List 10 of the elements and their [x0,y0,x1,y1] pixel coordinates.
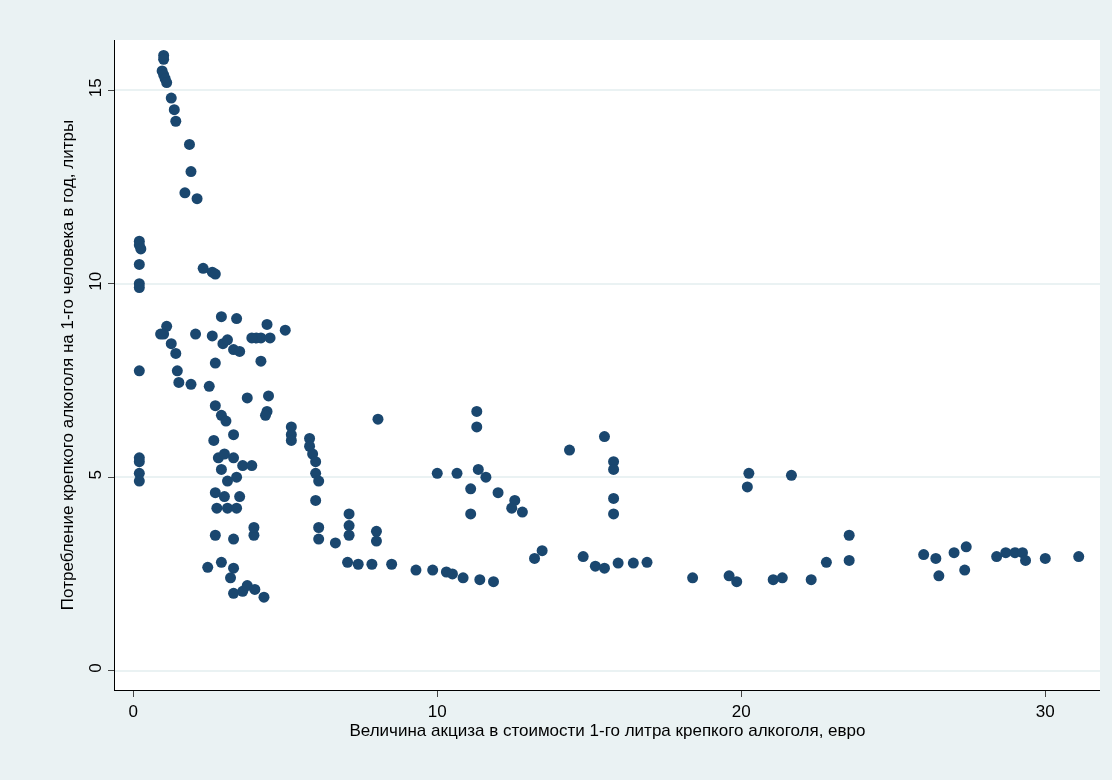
x-axis-title: Величина акциза в стоимости 1-го литра крепкого алкоголя, евро [349,721,866,741]
x-tick-label: 0 [128,702,138,722]
x-tick-label: 10 [427,702,447,722]
x-tick-label: 30 [1035,702,1055,722]
y-axis-title: Потребление крепкого алкоголя на 1-го человека в год, литры [57,119,77,611]
y-tick-label: 15 [86,78,106,98]
y-tick-label: 5 [86,469,106,480]
y-tick-label: 0 [86,663,106,673]
y-tick-label: 10 [86,271,106,291]
x-tick-label: 20 [731,702,751,722]
